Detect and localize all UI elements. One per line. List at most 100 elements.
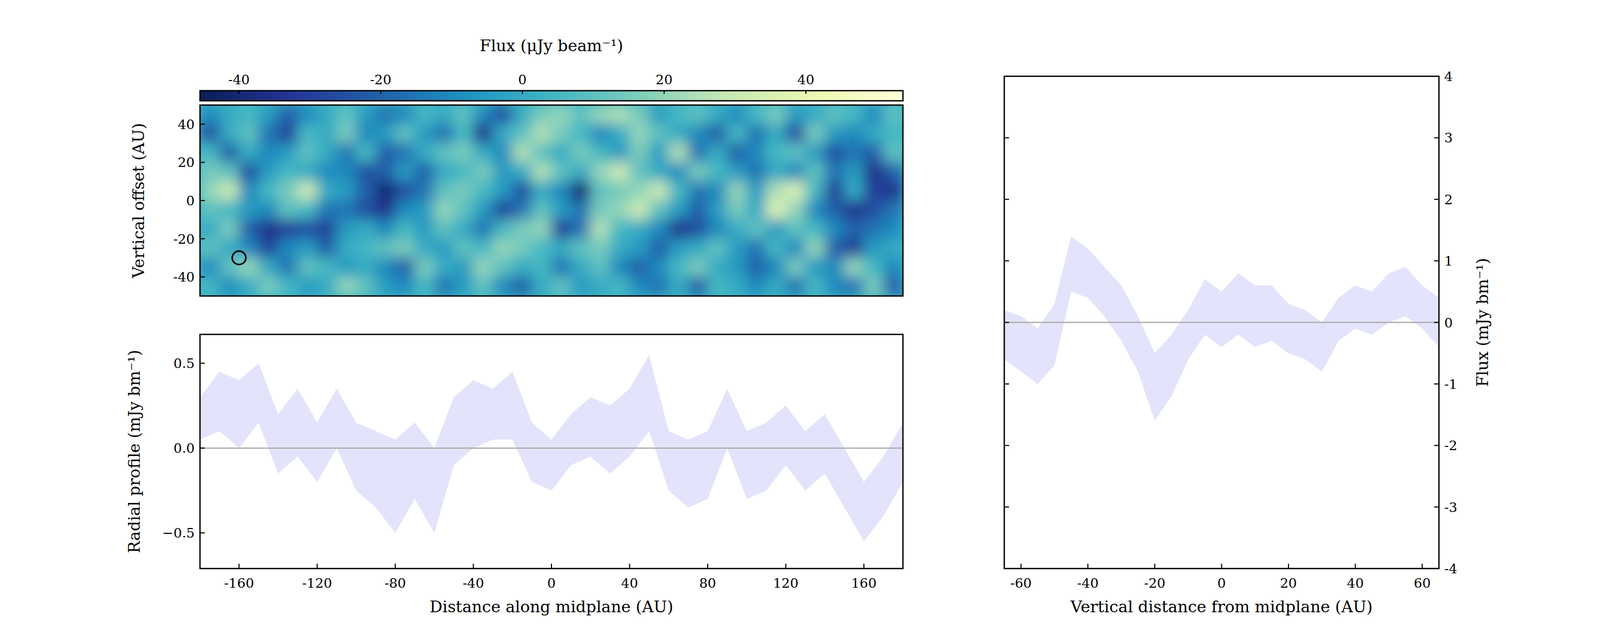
heatmap-cell	[707, 105, 728, 125]
y-tick-label: 0.0	[173, 440, 195, 456]
heatmap-cell	[649, 219, 670, 239]
y-axis-title: Vertical offset (AU)	[129, 123, 148, 279]
heatmap-cell	[844, 200, 865, 221]
x-tick-label: 0	[1217, 575, 1227, 591]
heatmap-cell	[824, 142, 845, 163]
heatmap-cell	[746, 257, 767, 278]
y-tick-label: -40	[173, 269, 195, 285]
heatmap-cell	[668, 181, 689, 202]
heatmap-cell	[414, 257, 435, 278]
heatmap-cell	[668, 162, 689, 182]
y-tick	[200, 362, 205, 364]
heatmap-cell	[375, 219, 396, 239]
heatmap-cell	[551, 181, 572, 202]
heatmap-cell	[395, 257, 416, 278]
heatmap-cell	[277, 123, 299, 144]
heatmap-cell	[219, 257, 240, 278]
heatmap-cell	[726, 162, 748, 182]
heatmap-cell	[824, 200, 845, 221]
heatmap-cell	[336, 276, 357, 296]
heatmap-cell	[453, 219, 474, 239]
heatmap-cell	[726, 238, 748, 259]
y-tick	[1434, 322, 1439, 324]
x-tick-label: 40	[1346, 575, 1364, 591]
heatmap-cell	[316, 142, 338, 163]
y-tick	[1004, 383, 1010, 385]
heatmap-cell	[688, 200, 709, 221]
heatmap-cell	[492, 200, 514, 221]
heatmap-cell	[765, 105, 787, 125]
heatmap-cell	[238, 257, 260, 278]
y-tick	[1434, 568, 1439, 570]
heatmap-cell	[492, 219, 514, 239]
x-tick-label: -120	[302, 575, 333, 591]
y-tick	[1004, 75, 1010, 77]
y-axis-title: Flux (mJy bm⁻¹)	[1473, 257, 1492, 387]
heatmap-cell	[492, 181, 514, 202]
heatmap-cell	[200, 219, 220, 239]
heatmap-cell	[785, 181, 806, 202]
heatmap-cell	[746, 181, 767, 202]
heatmap-cell	[688, 181, 709, 202]
heatmap-cell	[590, 142, 611, 163]
heatmap-cell	[804, 276, 826, 296]
plot-area	[1004, 236, 1439, 421]
heatmap-cell	[629, 162, 650, 182]
heatmap-cell	[258, 162, 279, 182]
heatmap-cell	[238, 181, 260, 202]
heatmap-cell	[375, 142, 396, 163]
heatmap-cell	[765, 162, 787, 182]
heatmap-cell	[219, 238, 240, 259]
x-tick	[1087, 563, 1089, 569]
heatmap-cell	[824, 123, 845, 144]
heatmap-cell	[375, 276, 396, 296]
heatmap-cell	[512, 123, 533, 144]
heatmap-cell	[746, 123, 767, 144]
x-tick-label: 60	[1413, 575, 1431, 591]
heatmap-cell	[297, 105, 318, 125]
heatmap-cell	[453, 200, 474, 221]
heatmap-cell	[765, 238, 787, 259]
y-tick	[1004, 568, 1010, 570]
heatmap-cell	[453, 276, 474, 296]
heatmap-cell	[765, 219, 787, 239]
heatmap-cell	[258, 200, 279, 221]
heatmap-cell	[844, 181, 865, 202]
heatmap-cell	[590, 181, 611, 202]
heatmap-cell	[844, 238, 865, 259]
heatmap-cell	[570, 105, 591, 125]
heatmap-cell	[473, 181, 494, 202]
heatmap-cell	[688, 123, 709, 144]
heatmap-cell	[512, 105, 533, 125]
heatmap-cell	[668, 238, 689, 259]
heatmap-cell	[824, 238, 845, 259]
heatmap-cell	[336, 219, 357, 239]
heatmap-cell	[590, 123, 611, 144]
heatmap-cell	[473, 200, 494, 221]
heatmap-cell	[551, 257, 572, 278]
heatmap-cell	[219, 181, 240, 202]
x-tick-label: -40	[462, 575, 484, 591]
heatmap-cell	[863, 123, 884, 144]
heatmap-cell	[844, 105, 865, 125]
heatmap-cell	[609, 276, 630, 296]
heatmap-cell	[804, 200, 826, 221]
heatmap-cell	[336, 142, 357, 163]
heatmap-cell	[200, 105, 220, 125]
colorbar	[200, 90, 903, 101]
heatmap-cell	[277, 238, 299, 259]
heatmap-cell	[804, 181, 826, 202]
heatmap-cell	[336, 257, 357, 278]
heatmap-cell	[707, 257, 728, 278]
heatmap-cell	[258, 276, 279, 296]
heatmap-cell	[609, 257, 630, 278]
heatmap-cell	[844, 142, 865, 163]
x-tick-label: -80	[384, 575, 406, 591]
x-tick	[1154, 563, 1156, 569]
x-tick-label: 40	[621, 575, 639, 591]
heatmap-cell	[316, 219, 338, 239]
heatmap-cell	[707, 142, 728, 163]
zero-line	[200, 447, 903, 450]
heatmap-cell	[531, 219, 552, 239]
heatmap-cells	[200, 105, 903, 296]
